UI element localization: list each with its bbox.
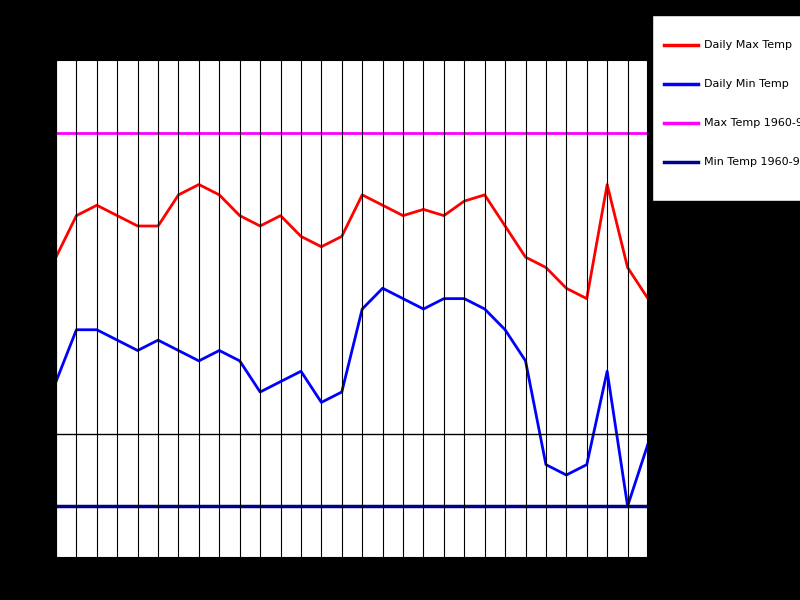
Text: Daily Max Temp: Daily Max Temp [704, 40, 792, 50]
Text: Min Temp 1960-90: Min Temp 1960-90 [704, 157, 800, 167]
Text: Max Temp 1960-90: Max Temp 1960-90 [704, 118, 800, 128]
Text: Daily Min Temp: Daily Min Temp [704, 79, 789, 89]
